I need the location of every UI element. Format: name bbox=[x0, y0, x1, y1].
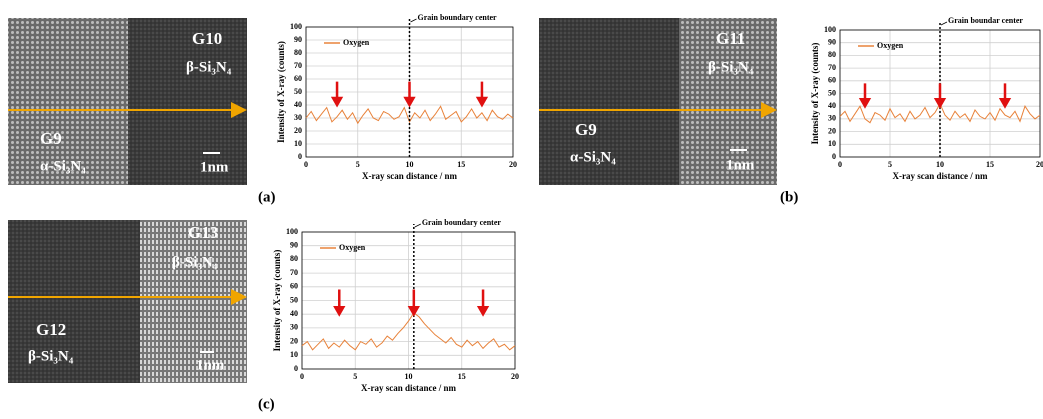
y-tick-label: 60 bbox=[294, 74, 302, 83]
x-tick-label: 20 bbox=[511, 372, 519, 381]
y-tick-label: 70 bbox=[828, 63, 836, 72]
x-tick-label: 15 bbox=[457, 160, 465, 169]
annotation: Grain boundar center bbox=[948, 16, 1023, 25]
micrograph bbox=[539, 18, 777, 185]
y-tick-label: 60 bbox=[290, 282, 298, 291]
x-tick-label: 10 bbox=[936, 160, 944, 169]
legend-label: Oxygen bbox=[339, 243, 366, 252]
y-tick-label: 10 bbox=[294, 139, 302, 148]
y-tick-label: 30 bbox=[294, 113, 302, 122]
y-tick-label: 20 bbox=[290, 336, 298, 345]
y-tick-label: 50 bbox=[828, 88, 836, 97]
legend-label: Oxygen bbox=[343, 38, 370, 47]
x-tick-label: 20 bbox=[509, 160, 517, 169]
x-tick-label: 5 bbox=[356, 160, 360, 169]
red-arrow bbox=[330, 81, 344, 108]
x-tick-label: 15 bbox=[458, 372, 466, 381]
grain-name: G11 bbox=[716, 29, 745, 48]
y-tick-label: 90 bbox=[290, 241, 298, 250]
x-tick-label: 10 bbox=[406, 160, 414, 169]
grain-phase: β-Si₃N₄ bbox=[186, 59, 232, 75]
y-tick-label: 60 bbox=[828, 76, 836, 85]
panel-label: (b) bbox=[780, 189, 798, 205]
y-tick-label: 80 bbox=[290, 254, 298, 263]
y-tick-label: 0 bbox=[298, 152, 302, 161]
y-tick-label: 0 bbox=[832, 152, 836, 161]
annotation-arrow bbox=[940, 21, 948, 26]
y-tick-label: 20 bbox=[294, 126, 302, 135]
x-tick-label: 10 bbox=[405, 372, 413, 381]
y-tick-label: 100 bbox=[290, 22, 302, 31]
x-tick-label: 0 bbox=[304, 160, 308, 169]
red-arrow bbox=[333, 289, 346, 317]
red-arrow bbox=[403, 81, 416, 108]
red-arrow bbox=[475, 81, 489, 108]
x-axis-label: X-ray scan distance / nm bbox=[893, 171, 988, 181]
scale-label: 1nm bbox=[196, 357, 225, 373]
y-tick-label: 40 bbox=[290, 309, 298, 318]
grain-name: G13 bbox=[188, 223, 218, 242]
x-tick-label: 5 bbox=[888, 160, 892, 169]
grain-phase: α-Si₃N₄ bbox=[40, 158, 86, 174]
annotation-arrow bbox=[410, 18, 417, 23]
y-tick-label: 10 bbox=[290, 350, 298, 359]
grain-phase: β-Si₃N₄ bbox=[28, 348, 74, 364]
red-arrow bbox=[998, 83, 1012, 109]
red-arrow bbox=[476, 289, 490, 317]
annotation: Grain boundary center bbox=[422, 218, 502, 227]
y-tick-label: 50 bbox=[294, 87, 302, 96]
y-tick-label: 90 bbox=[294, 35, 302, 44]
y-tick-label: 30 bbox=[290, 323, 298, 332]
annotation-arrow bbox=[414, 223, 422, 228]
y-tick-label: 50 bbox=[290, 295, 298, 304]
x-tick-label: 20 bbox=[1036, 160, 1043, 169]
y-tick-label: 30 bbox=[828, 114, 836, 123]
grain-name: G9 bbox=[575, 120, 597, 139]
y-tick-label: 80 bbox=[294, 48, 302, 57]
y-axis-label: Intensity of X-ray (counts) bbox=[272, 250, 282, 352]
data-line bbox=[301, 312, 516, 351]
y-tick-label: 90 bbox=[828, 38, 836, 47]
grain-phase: β-Si₃N₄ bbox=[708, 59, 754, 75]
y-tick-label: 40 bbox=[828, 101, 836, 110]
scale-label: 1nm bbox=[726, 157, 755, 173]
y-tick-label: 80 bbox=[828, 50, 836, 59]
y-tick-label: 70 bbox=[290, 268, 298, 277]
grain-name: G12 bbox=[36, 320, 66, 339]
grain-name: G10 bbox=[192, 29, 222, 48]
scale-label: 1nm bbox=[200, 159, 229, 175]
red-arrow bbox=[933, 83, 947, 109]
x-tick-label: 0 bbox=[300, 372, 304, 381]
y-tick-label: 40 bbox=[294, 100, 302, 109]
y-tick-label: 20 bbox=[828, 126, 836, 135]
red-arrow bbox=[407, 289, 420, 317]
annotation: Grain boundary center bbox=[418, 13, 498, 22]
panel-label: (a) bbox=[258, 189, 276, 205]
x-axis-label: X-ray scan distance / nm bbox=[362, 171, 457, 181]
plot-frame bbox=[301, 231, 516, 370]
micrograph bbox=[8, 220, 247, 383]
micrograph bbox=[8, 18, 247, 185]
grain-name: G9 bbox=[40, 129, 62, 148]
y-tick-label: 100 bbox=[824, 25, 836, 34]
y-tick-label: 0 bbox=[294, 364, 298, 373]
grain-phase: α-Si₃N₄ bbox=[570, 149, 616, 165]
y-tick-label: 70 bbox=[294, 61, 302, 70]
x-tick-label: 0 bbox=[838, 160, 842, 169]
data-line bbox=[305, 105, 514, 125]
red-arrow bbox=[858, 83, 872, 109]
x-tick-label: 15 bbox=[986, 160, 994, 169]
panel-label: (c) bbox=[258, 396, 275, 412]
y-tick-label: 100 bbox=[286, 227, 298, 236]
legend-label: Oxygen bbox=[877, 41, 904, 50]
grain-phase: β-Si₃N₄ bbox=[172, 254, 218, 270]
y-tick-label: 10 bbox=[828, 139, 836, 148]
y-axis-label: Intensity of X-ray (counts) bbox=[276, 41, 286, 143]
x-axis-label: X-ray scan distance / nm bbox=[361, 383, 456, 393]
x-tick-label: 5 bbox=[353, 372, 357, 381]
y-axis-label: Intensity of X-ray (counts) bbox=[810, 43, 820, 145]
